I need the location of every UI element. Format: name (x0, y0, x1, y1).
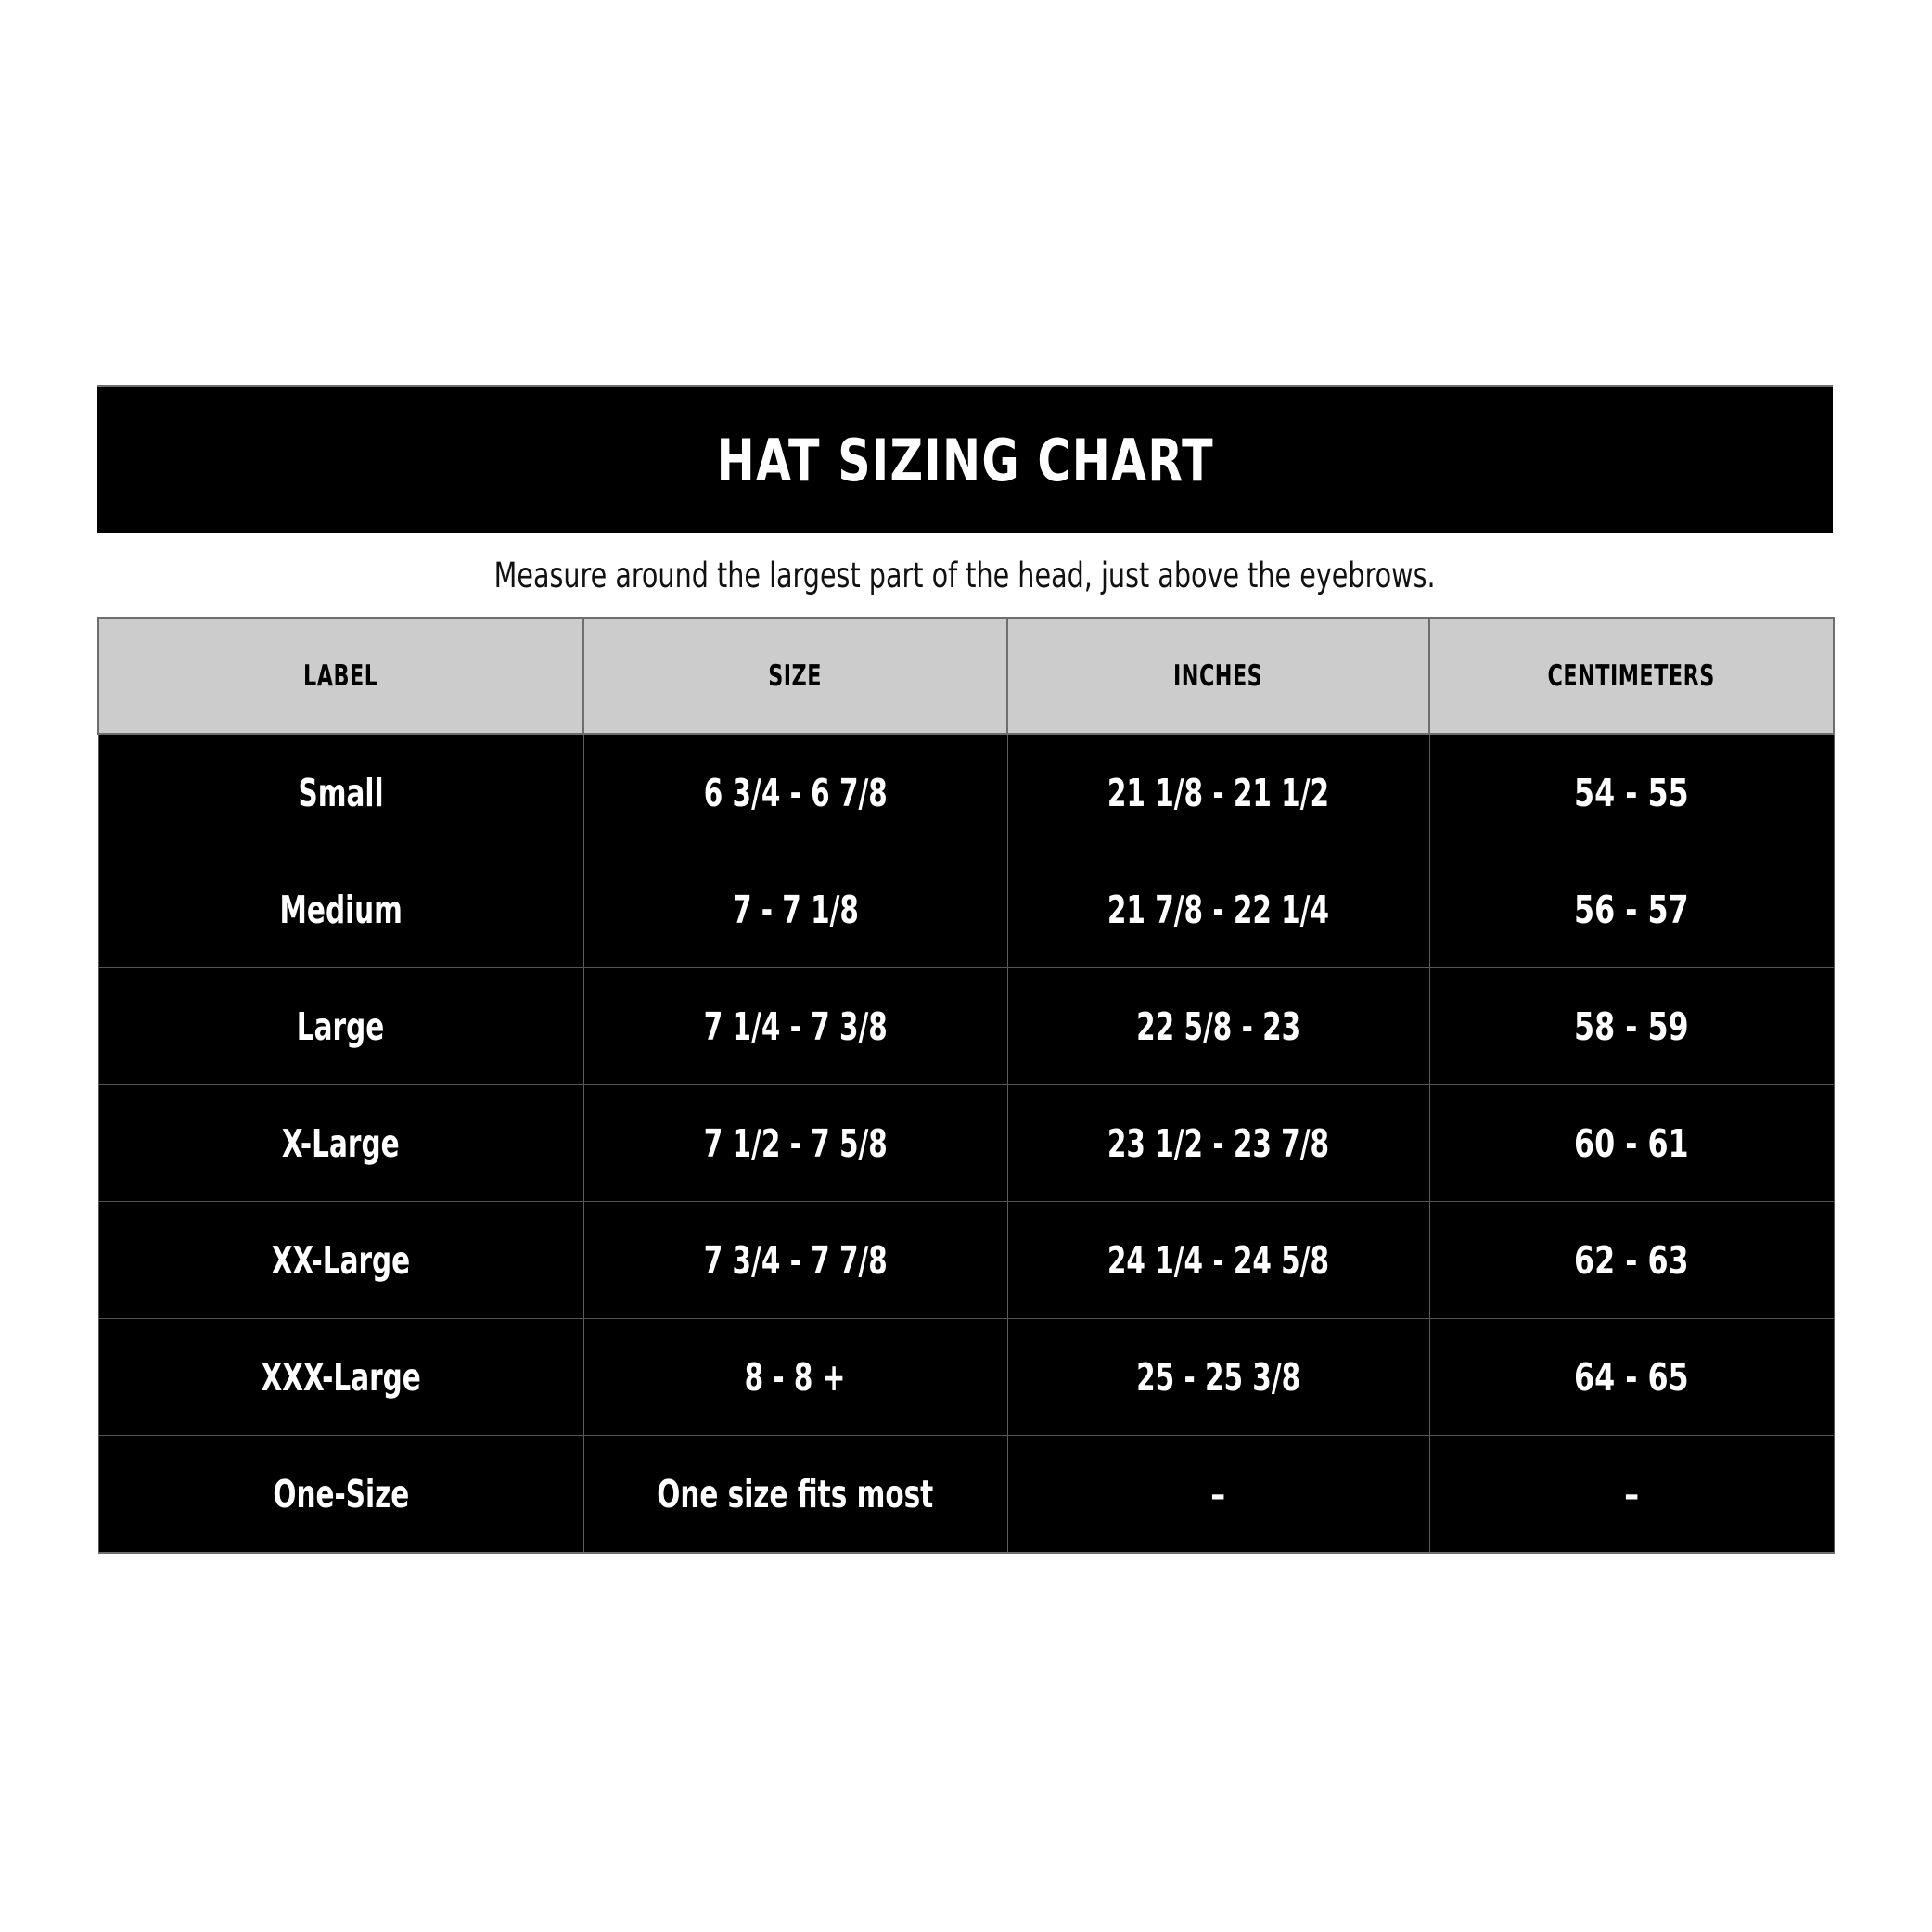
cell-label: Small (97, 734, 584, 851)
subtitle-bar: Measure around the largest part of the h… (97, 533, 1833, 617)
cell-inches: 21 1/8 - 21 1/2 (1006, 734, 1430, 851)
table-row: XX-Large 7 3/4 - 7 7/8 24 1/4 - 24 5/8 6… (97, 1201, 1835, 1319)
column-header-size: SIZE (582, 617, 1008, 735)
cell-size: One size fits most (582, 1435, 1008, 1554)
page-title: HAT SIZING CHART (716, 426, 1214, 494)
cell-inches-text: 21 7/8 - 22 1/4 (1107, 887, 1330, 932)
cell-size: 7 1/4 - 7 3/8 (582, 967, 1008, 1085)
column-header-centimeters-text: CENTIMETERS (1547, 659, 1716, 693)
cell-size-text: 7 1/4 - 7 3/8 (703, 1004, 888, 1049)
column-header-centimeters: CENTIMETERS (1428, 617, 1835, 735)
sizing-chart-sheet: HAT SIZING CHART Measure around the larg… (97, 385, 1835, 1554)
cell-label: XXX-Large (97, 1318, 584, 1436)
cell-label-text: Medium (279, 887, 403, 932)
cell-centimeters: 54 - 55 (1428, 734, 1835, 851)
cell-centimeters-text: 62 - 63 (1574, 1237, 1689, 1283)
cell-label: Large (97, 967, 584, 1085)
column-header-size-text: SIZE (768, 659, 823, 693)
cell-inches-text: 24 1/4 - 24 5/8 (1107, 1237, 1330, 1283)
cell-label: One-Size (97, 1435, 584, 1554)
cell-size-text: 6 3/4 - 6 7/8 (703, 770, 888, 815)
cell-inches-text: 23 1/2 - 23 7/8 (1107, 1120, 1330, 1166)
cell-inches: 21 7/8 - 22 1/4 (1006, 851, 1430, 968)
cell-centimeters-text: – (1624, 1471, 1639, 1516)
cell-inches: 25 - 25 3/8 (1006, 1318, 1430, 1436)
hat-size-table: LABEL SIZE INCHES CENTIMETERS Small 6 3/… (97, 617, 1835, 1554)
table-row: Medium 7 - 7 1/8 21 7/8 - 22 1/4 56 - 57 (97, 851, 1835, 968)
cell-size-text: One size fits most (657, 1471, 934, 1516)
cell-inches: 22 5/8 - 23 (1006, 967, 1430, 1085)
table-header: LABEL SIZE INCHES CENTIMETERS (97, 617, 1835, 735)
cell-centimeters-text: 56 - 57 (1574, 887, 1689, 932)
measurement-instruction: Measure around the largest part of the h… (494, 555, 1436, 595)
cell-label-text: Large (297, 1004, 385, 1049)
cell-inches-text: 25 - 25 3/8 (1135, 1354, 1301, 1400)
cell-centimeters: 62 - 63 (1428, 1201, 1835, 1319)
table-row: One-Size One size fits most – – (97, 1435, 1835, 1554)
cell-size-text: 7 1/2 - 7 5/8 (703, 1120, 888, 1166)
column-header-inches: INCHES (1006, 617, 1430, 735)
table-header-row: LABEL SIZE INCHES CENTIMETERS (97, 617, 1835, 735)
cell-centimeters-text: 64 - 65 (1574, 1354, 1689, 1400)
table-row: XXX-Large 8 - 8 + 25 - 25 3/8 64 - 65 (97, 1318, 1835, 1436)
column-header-label-text: LABEL (303, 659, 378, 693)
cell-inches-text: 22 5/8 - 23 (1135, 1004, 1301, 1049)
cell-label-text: One-Size (273, 1471, 409, 1516)
cell-label: X-Large (97, 1084, 584, 1202)
cell-centimeters: 60 - 61 (1428, 1084, 1835, 1202)
cell-centimeters-text: 54 - 55 (1574, 770, 1689, 815)
cell-inches: 24 1/4 - 24 5/8 (1006, 1201, 1430, 1319)
cell-size: 7 1/2 - 7 5/8 (582, 1084, 1008, 1202)
column-header-label: LABEL (97, 617, 584, 735)
cell-size-text: 7 3/4 - 7 7/8 (703, 1237, 888, 1283)
cell-inches: – (1006, 1435, 1430, 1554)
cell-centimeters: 64 - 65 (1428, 1318, 1835, 1436)
cell-centimeters: 58 - 59 (1428, 967, 1835, 1085)
cell-label: Medium (97, 851, 584, 968)
cell-size: 8 - 8 + (582, 1318, 1008, 1436)
table-row: Large 7 1/4 - 7 3/8 22 5/8 - 23 58 - 59 (97, 967, 1835, 1085)
cell-size-text: 7 - 7 1/8 (732, 887, 859, 932)
cell-label-text: XXX-Large (261, 1354, 421, 1400)
cell-label-text: XX-Large (271, 1237, 411, 1283)
title-banner: HAT SIZING CHART (97, 385, 1833, 533)
cell-size-text: 8 - 8 + (745, 1354, 846, 1400)
cell-centimeters: 56 - 57 (1428, 851, 1835, 968)
cell-size: 7 3/4 - 7 7/8 (582, 1201, 1008, 1319)
cell-size: 7 - 7 1/8 (582, 851, 1008, 968)
cell-centimeters: – (1428, 1435, 1835, 1554)
cell-centimeters-text: 60 - 61 (1574, 1120, 1689, 1166)
table-row: Small 6 3/4 - 6 7/8 21 1/8 - 21 1/2 54 -… (97, 734, 1835, 851)
cell-size: 6 3/4 - 6 7/8 (582, 734, 1008, 851)
column-header-inches-text: INCHES (1173, 659, 1263, 693)
cell-centimeters-text: 58 - 59 (1574, 1004, 1689, 1049)
table-row: X-Large 7 1/2 - 7 5/8 23 1/2 - 23 7/8 60… (97, 1084, 1835, 1202)
cell-label: XX-Large (97, 1201, 584, 1319)
cell-inches-text: 21 1/8 - 21 1/2 (1107, 770, 1330, 815)
cell-label-text: Small (298, 770, 384, 815)
table-body: Small 6 3/4 - 6 7/8 21 1/8 - 21 1/2 54 -… (97, 734, 1835, 1554)
cell-label-text: X-Large (282, 1120, 400, 1166)
cell-inches-text: – (1210, 1471, 1226, 1516)
cell-inches: 23 1/2 - 23 7/8 (1006, 1084, 1430, 1202)
